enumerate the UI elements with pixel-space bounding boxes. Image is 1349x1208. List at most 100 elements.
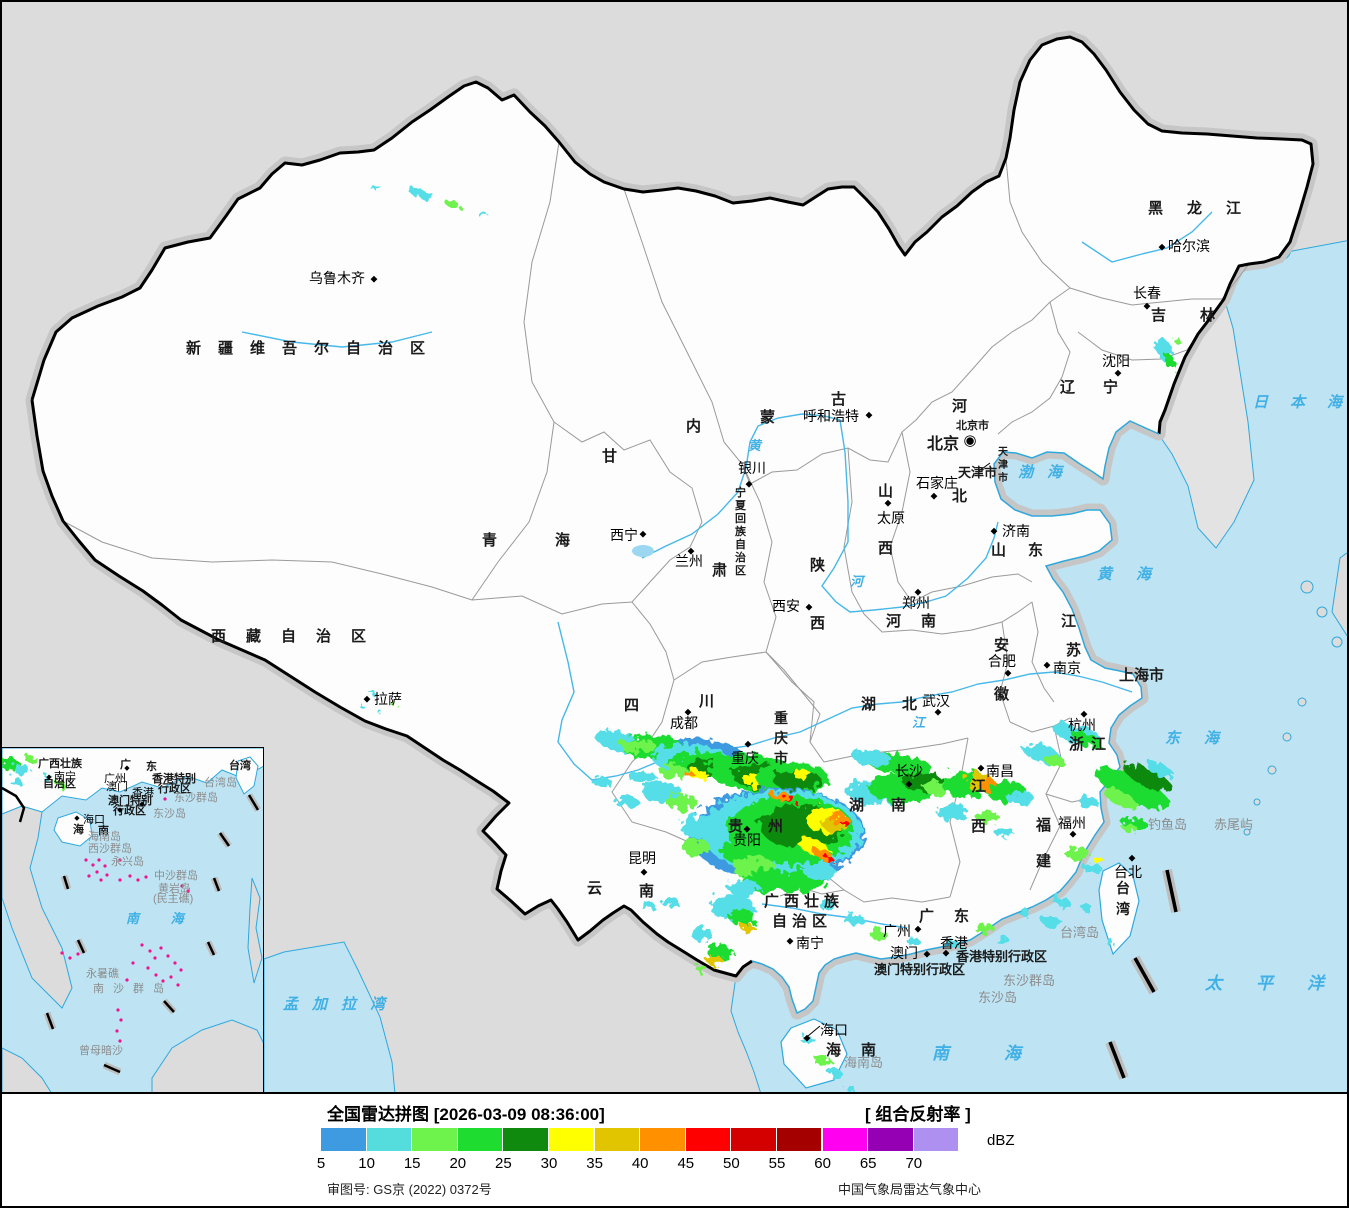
radar-echo [845,1085,855,1091]
radar-echo [843,915,865,925]
city-marker: ◆ [884,497,892,508]
radar-echo [666,794,698,810]
radar-echo [1164,354,1176,370]
colorbar-cell [685,1128,731,1151]
province-label: 山 [878,483,894,500]
city-marker: ◆ [1158,241,1166,252]
inset-dash-segment [247,794,260,811]
inset-dash-segment [76,939,86,954]
city-label: 拉萨 [374,691,402,707]
city-label: 济南 [1002,523,1030,539]
radar-echo [1042,917,1062,927]
radar-echo [2,758,20,770]
province-label: 云 [587,880,603,897]
city-label: 郑州 [902,595,930,611]
city-marker: ◆ [1128,852,1136,863]
qinghai-lake [632,545,654,557]
city-marker: ◆ [363,693,371,704]
inset-label: 澳门特别 [108,795,152,807]
radar-echo [1106,939,1114,945]
inset-label: 东沙群岛 [174,792,218,804]
city-marker: ◆ [1114,367,1122,378]
inset-label: 自治区 [43,778,76,790]
inset-label: 南 [98,825,109,837]
province-label: 回 [735,513,746,525]
legend-panel: 全国雷达拼图 [2026-03-09 08:36:00] [ 组合反射率 ] 5… [2,1094,1347,1206]
radar-echo [660,765,688,779]
radar-echo [43,775,53,781]
inset-label: 南宁 [54,771,76,783]
city-marker: ◆ [684,706,692,717]
inset-label: 永暑礁 [86,968,119,980]
province-label: 自 [735,539,746,551]
city-marker: ◆ [905,778,913,789]
city-label: 澳门 [890,945,918,961]
province-label: 北京市 [956,420,989,432]
radar-echo [841,820,849,826]
province-label: 市 [998,473,1008,484]
colorbar-cell [321,1128,366,1151]
sea-label: 孟加拉湾 [283,996,400,1013]
inset-label: 广州 [104,773,126,785]
city-label: 南京 [1053,660,1081,676]
province-label: 夏 [735,500,746,512]
colorbar-ticks: 5 10 15 20 25 30 35 40 45 50 55 60 65 70 [2,1155,1347,1173]
haikou-pointer-line [807,1025,821,1037]
capital-marker: ◉ [963,432,977,449]
product-label: [ 组合反射率 ] [865,1105,971,1124]
inset-vietnam [2,805,73,1009]
colorbar [321,1128,959,1151]
radar-echo [936,804,968,820]
city-label: 贵阳 [733,832,761,848]
river-label: 黄 [748,438,762,453]
radar-echo [829,1070,843,1078]
city-marker: ◆ [745,478,753,489]
city-label: 海口 [820,1022,848,1038]
radar-echo-layer [360,184,1181,1091]
radar-echo [380,712,384,716]
inset-label: 南沙群岛 [93,983,173,995]
colorbar-cell [822,1128,868,1151]
province-label: 湾 [1116,901,1130,917]
province-label: 南 [639,883,655,900]
inset-label: 永兴岛 [111,856,144,868]
inset-label: 香港特别 [152,773,196,785]
inset-label: 广西壮族 [38,758,82,770]
inset-label: 南 海 [126,911,198,926]
province-boundaries [62,141,1250,903]
city-label: 南宁 [796,935,824,951]
inset-label: 台湾岛 [204,777,237,789]
city-marker: ◆ [743,823,751,834]
river-label: 江 [912,715,926,730]
inset-nine-dash-line [43,793,262,1076]
province-label: 贵州 [728,818,809,835]
radar-echo [444,200,460,208]
city-marker: ◆ [930,490,938,501]
province-label: 川 [699,693,715,710]
radar-echo [1103,788,1137,808]
radar-echo [1054,897,1070,907]
city-label: 福州 [1058,815,1086,831]
province-label: 庆 [774,730,788,746]
china-radar-map: 黑龙江 吉林 辽宁内蒙古新疆维吾尔自治区 西藏自治区 青海甘肃宁夏回族自治区陕西山西河北… [2,2,1347,1094]
radar-echo [371,692,377,696]
province-label: 天 [998,447,1008,458]
inset-label: 台湾 [229,760,251,772]
nine-dash-segment [1108,1041,1126,1079]
province-label: 吉林 [1151,307,1250,324]
inset-label: 香港 [132,787,154,799]
approval-number: 审图号: GS京 (2022) 0372号 [327,1182,492,1197]
radar-echo [813,1055,831,1065]
china-coastline [751,420,1160,1015]
colorbar-cell [776,1128,822,1151]
province-label: 内 [686,418,702,435]
city-label: 西宁 [610,527,638,543]
radar-echo [408,188,436,200]
city-label: 成都 [670,715,698,731]
colorbar-cell [366,1128,412,1151]
city-marker: ◆ [1143,300,1151,311]
south-china-sea-inset-map: 广西壮族 自治区 南宁 广 东广州 香港特别 行政区 澳门 香港 澳门特别 行政区 台湾 台湾岛 东沙群岛… [2,747,264,1092]
radar-echo [592,777,612,787]
island-label: 赤尾屿 [1214,817,1254,832]
